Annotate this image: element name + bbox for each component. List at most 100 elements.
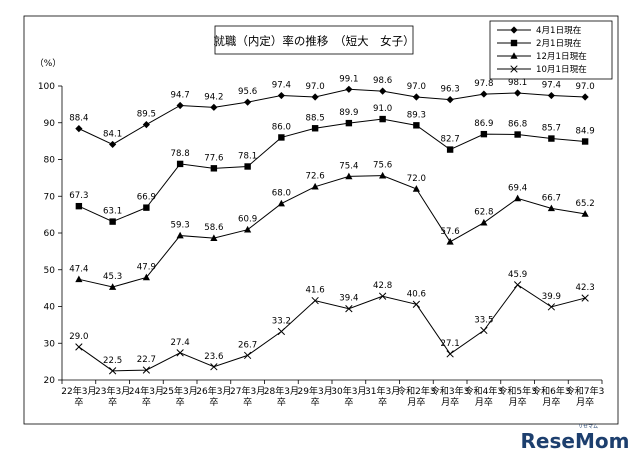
data-point (581, 93, 589, 101)
data-point (446, 95, 454, 104)
data-point (243, 351, 252, 360)
legend-marker (510, 52, 518, 59)
data-label: 97.4 (272, 81, 291, 91)
data-label: 39.4 (339, 294, 358, 304)
data-point (311, 182, 319, 190)
data-point (109, 218, 116, 225)
data-label: 99.1 (339, 74, 358, 84)
logo-brand-text: ReseMom (521, 429, 630, 453)
data-label: 77.6 (204, 153, 223, 163)
data-point (75, 202, 83, 210)
data-label: 78.1 (238, 151, 257, 161)
data-label: 26.7 (238, 340, 257, 350)
data-label: 84.1 (103, 129, 122, 139)
data-label: 68.0 (272, 189, 291, 199)
data-label: 41.6 (306, 286, 325, 296)
data-label: 72.6 (306, 172, 325, 182)
data-label: 72.0 (407, 174, 426, 184)
data-label: 95.6 (238, 87, 257, 97)
data-point (581, 294, 589, 302)
data-point (547, 91, 555, 100)
data-label: 75.4 (339, 161, 358, 171)
data-label: 42.3 (576, 283, 595, 293)
y-tick-label: 90 (44, 119, 56, 129)
y-tick-label: 50 (44, 266, 56, 276)
data-point (143, 204, 150, 211)
series-diamond: 88.4 84.1 89.5 94.7 94.2 95.6 97.4 97.0 99.1 98.6… (69, 74, 595, 149)
legend-label: 4月1日現在 (536, 24, 582, 36)
y-tick-label: 80 (44, 156, 56, 166)
data-label: 89.3 (407, 110, 426, 120)
y-tick-label: 20 (44, 376, 56, 386)
legend-item: 12月1日現在 (497, 50, 587, 62)
data-label: 98.6 (373, 76, 392, 86)
data-label: 82.7 (441, 135, 460, 145)
data-label: 86.9 (474, 119, 493, 129)
x-tick-label: 22年3月卒 (61, 385, 96, 408)
x-tick-label: 24年3月卒 (129, 385, 164, 408)
data-point (379, 171, 387, 179)
data-point (412, 185, 420, 192)
data-label: 39.9 (542, 292, 561, 302)
x-tick-label: 令和7年3 月卒 (566, 385, 604, 408)
data-label: 63.1 (103, 207, 122, 217)
data-point (142, 366, 151, 374)
x-tick-label: 令和3年3 月卒 (431, 385, 469, 408)
series-line (78, 175, 586, 288)
title-box (214, 25, 414, 55)
y-axis-unit: （%） (35, 58, 62, 69)
data-point (514, 194, 522, 202)
data-label: 33.5 (474, 315, 493, 325)
data-label: 84.9 (576, 126, 595, 136)
data-label: 42.8 (373, 281, 392, 291)
data-label: 59.3 (171, 221, 190, 231)
x-tick-label: 25年3月卒 (163, 385, 198, 408)
data-label: 85.7 (542, 124, 561, 134)
y-tick-label: 100 (38, 82, 55, 92)
data-point (244, 98, 252, 106)
series-line (78, 118, 586, 223)
data-point (345, 172, 353, 180)
legend-marker (510, 65, 518, 73)
x-tick-label: 28年3月卒 (264, 385, 299, 408)
data-point (277, 91, 285, 100)
data-point (581, 210, 589, 217)
x-tick-label: 31年3月卒 (365, 385, 400, 408)
data-label: 75.6 (373, 161, 392, 171)
data-label: 89.9 (339, 108, 358, 118)
data-point (311, 296, 319, 305)
data-label: 40.6 (407, 289, 426, 299)
data-label: 22.5 (103, 356, 122, 366)
legend-marker (510, 26, 518, 34)
data-label: 94.7 (171, 90, 190, 100)
data-point (345, 305, 353, 313)
data-point (412, 300, 421, 308)
legend-label: 2月1日現在 (536, 37, 582, 49)
data-point (142, 273, 150, 281)
data-label: 69.4 (508, 183, 527, 193)
data-label: 65.2 (576, 199, 595, 209)
x-tick-label: 令和5年3 月卒 (498, 385, 536, 408)
data-point (75, 275, 83, 283)
x-tick-label: 令和4年3 月卒 (465, 385, 503, 408)
data-label: 60.9 (238, 215, 257, 225)
data-point (176, 101, 184, 110)
data-point (412, 93, 420, 101)
data-point (311, 93, 319, 101)
data-point (277, 199, 285, 207)
legend-marker (510, 39, 518, 47)
series-line (78, 284, 586, 372)
legend-item: 2月1日現在 (497, 37, 582, 49)
data-label: 97.0 (306, 82, 325, 92)
data-label: 33.2 (272, 316, 291, 326)
data-point (514, 131, 521, 138)
data-point (277, 327, 286, 336)
data-label: 62.8 (474, 208, 493, 218)
data-point (581, 138, 589, 145)
data-point (278, 134, 285, 141)
data-label: 88.5 (306, 113, 325, 123)
data-point (75, 125, 83, 133)
data-point (480, 90, 488, 98)
